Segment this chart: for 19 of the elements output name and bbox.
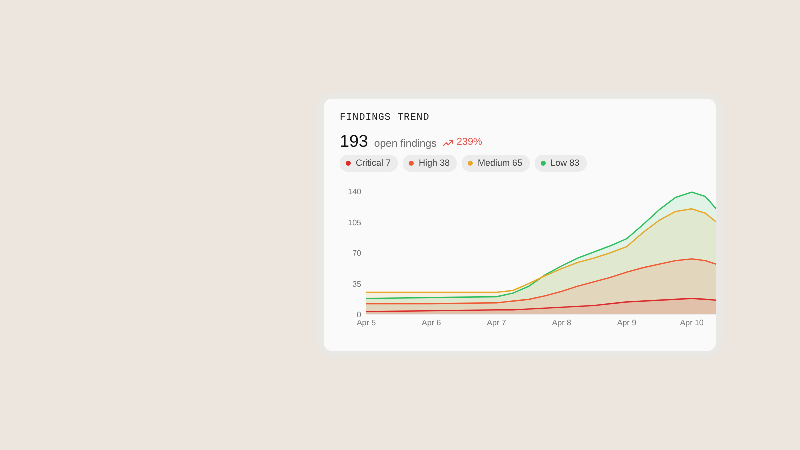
- y-tick-label: 0: [357, 310, 362, 320]
- chart-title: FINDINGS TREND: [340, 112, 431, 126]
- y-tick-label: 35: [352, 280, 362, 289]
- y-tick-label: 140: [348, 188, 362, 196]
- x-tick-label: Apr 8: [552, 318, 572, 328]
- legend-label: Low 83: [550, 157, 580, 170]
- x-tick-label: Apr 6: [422, 318, 442, 328]
- y-tick-label: 105: [348, 218, 362, 228]
- text: open findings: [374, 137, 437, 152]
- text: 239%: [456, 136, 482, 150]
- y-tick-label: 70: [352, 249, 362, 258]
- text: 193: [340, 131, 368, 154]
- x-tick-label: Apr 5: [356, 318, 377, 328]
- x-tick-label: Apr 7: [487, 318, 507, 328]
- legend-label: High 38: [419, 157, 450, 170]
- legend-label: Medium 65: [478, 157, 523, 170]
- legend-label: Critical 7: [356, 157, 392, 170]
- x-tick-label: Apr 9: [617, 318, 638, 328]
- x-tick-label: Apr 10: [680, 318, 704, 328]
